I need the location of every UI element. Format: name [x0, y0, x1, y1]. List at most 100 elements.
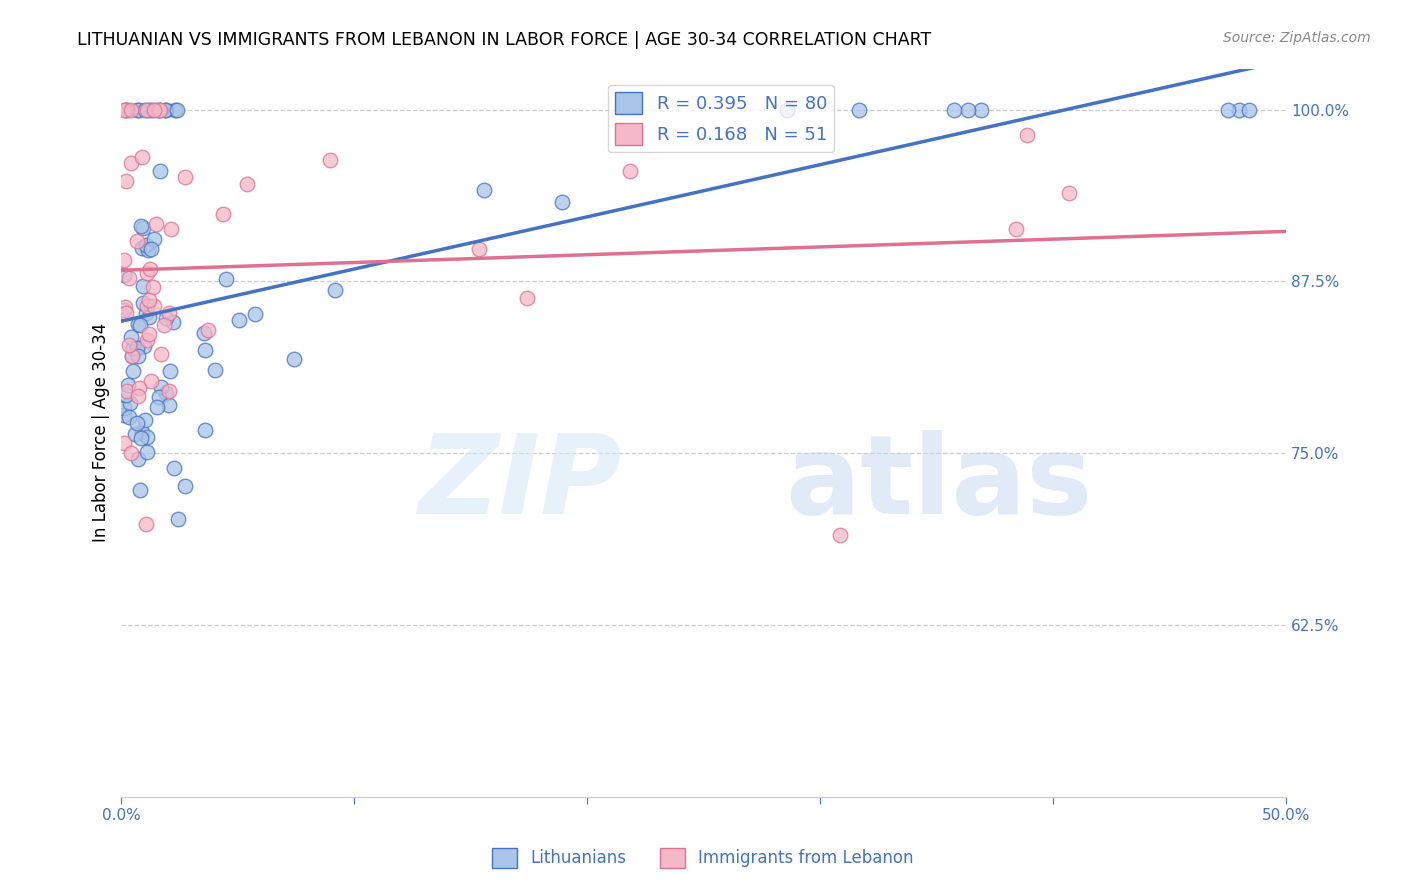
Point	[120, 156, 142, 170]
Point	[129, 219, 152, 234]
Point	[114, 301, 136, 315]
Point	[118, 338, 141, 352]
Point	[125, 234, 148, 248]
Point	[148, 103, 170, 117]
Point	[112, 435, 135, 450]
Point	[145, 217, 167, 231]
Point	[135, 333, 157, 347]
Point	[215, 272, 238, 286]
Point	[134, 103, 156, 117]
Point	[134, 413, 156, 427]
Point	[138, 243, 160, 257]
Point	[155, 385, 177, 400]
Point	[115, 103, 138, 117]
Point	[155, 103, 177, 117]
Point	[149, 103, 172, 117]
Point	[112, 268, 135, 282]
Point	[194, 423, 217, 437]
Point	[118, 271, 141, 285]
Point	[112, 409, 135, 423]
Point	[162, 315, 184, 329]
Point	[1227, 103, 1250, 117]
Point	[120, 330, 142, 344]
Point	[550, 195, 572, 210]
Point	[194, 343, 217, 357]
Point	[135, 306, 157, 320]
Point	[131, 241, 153, 255]
Point	[323, 284, 346, 298]
Point	[148, 390, 170, 404]
Point	[112, 401, 135, 415]
Legend: Lithuanians, Immigrants from Lebanon: Lithuanians, Immigrants from Lebanon	[485, 841, 921, 875]
Point	[131, 221, 153, 235]
Point	[1218, 103, 1240, 117]
Point	[127, 389, 149, 403]
Point	[118, 396, 141, 410]
Point	[165, 103, 187, 117]
Point	[129, 431, 152, 445]
Point	[619, 163, 641, 178]
Point	[142, 280, 165, 294]
Point	[157, 384, 180, 398]
Point	[117, 377, 139, 392]
Point	[163, 461, 186, 475]
Point	[472, 183, 495, 197]
Point	[956, 103, 979, 117]
Point	[1239, 103, 1261, 117]
Point	[141, 375, 163, 389]
Point	[127, 341, 149, 355]
Point	[167, 512, 190, 526]
Point	[828, 528, 851, 542]
Point	[121, 364, 143, 378]
Point	[1057, 186, 1080, 200]
Point	[228, 313, 250, 327]
Point	[115, 387, 138, 401]
Point	[142, 299, 165, 313]
Point	[138, 326, 160, 341]
Point	[139, 243, 162, 257]
Text: atlas: atlas	[785, 430, 1092, 537]
Point	[122, 341, 145, 355]
Point	[159, 364, 181, 378]
Point	[516, 291, 538, 305]
Point	[128, 103, 150, 117]
Point	[174, 479, 197, 493]
Point	[129, 483, 152, 497]
Point	[121, 349, 143, 363]
Point	[138, 310, 160, 324]
Point	[157, 306, 180, 320]
Point	[145, 401, 167, 415]
Point	[125, 416, 148, 430]
Point	[138, 103, 160, 117]
Point	[135, 238, 157, 252]
Point	[776, 103, 799, 117]
Point	[848, 103, 870, 117]
Point	[149, 164, 172, 178]
Point	[1015, 128, 1038, 143]
Point	[970, 103, 993, 117]
Point	[243, 307, 266, 321]
Point	[204, 363, 226, 377]
Point	[159, 222, 181, 236]
Point	[127, 451, 149, 466]
Point	[142, 232, 165, 246]
Point	[135, 517, 157, 532]
Point	[150, 346, 173, 360]
Text: ZIP: ZIP	[419, 430, 623, 537]
Point	[115, 173, 138, 187]
Point	[117, 384, 139, 398]
Point	[146, 103, 169, 117]
Point	[112, 103, 135, 117]
Point	[115, 103, 138, 117]
Point	[319, 153, 342, 168]
Text: Source: ZipAtlas.com: Source: ZipAtlas.com	[1223, 31, 1371, 45]
Point	[468, 243, 491, 257]
Point	[132, 279, 155, 293]
Point	[155, 103, 177, 117]
Point	[235, 177, 257, 191]
Point	[120, 446, 142, 460]
Point	[142, 103, 165, 117]
Point	[115, 306, 138, 320]
Point	[118, 409, 141, 424]
Point	[129, 318, 152, 332]
